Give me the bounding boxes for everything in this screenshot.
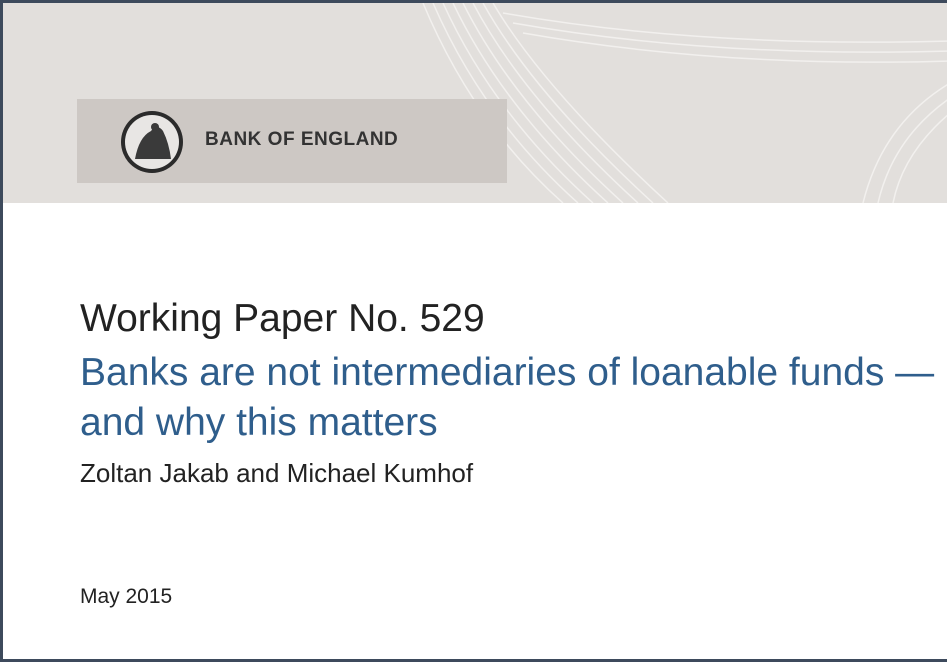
authors: Zoltan Jakab and Michael Kumhof [80, 458, 473, 489]
paper-subtitle: Banks are not intermediaries of loanable… [80, 348, 947, 448]
document-page: BANK OF ENGLAND Working Paper No. 529 Ba… [0, 0, 947, 662]
logo-emblem [117, 107, 187, 177]
publication-date: May 2015 [80, 585, 172, 609]
paper-title: Working Paper No. 529 [80, 297, 485, 341]
logo-box: BANK OF ENGLAND [77, 99, 507, 183]
organization-name: BANK OF ENGLAND [205, 129, 398, 151]
